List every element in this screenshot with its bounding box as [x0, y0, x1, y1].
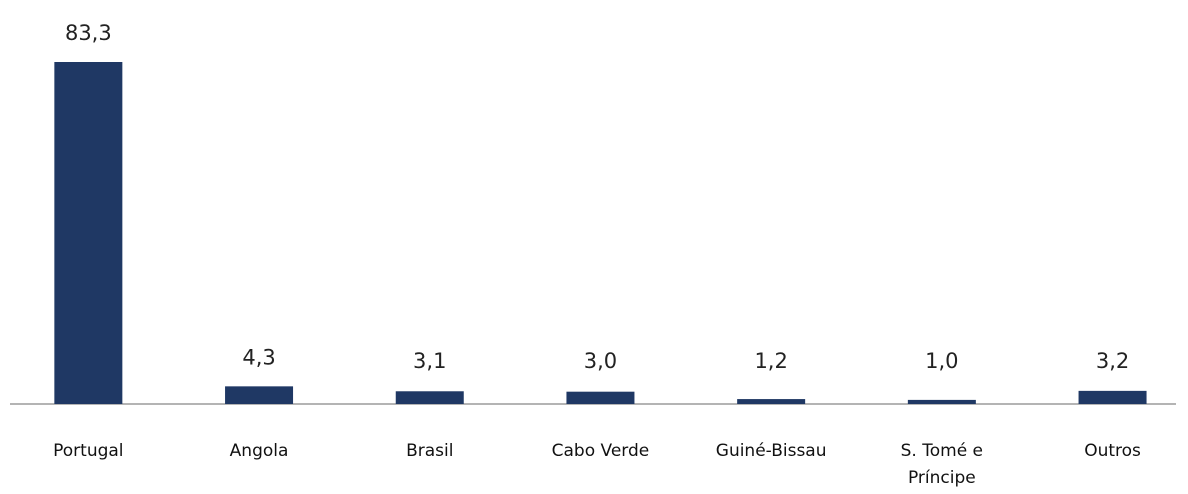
- x-tick-label: Angola: [229, 441, 289, 461]
- value-label: 3,0: [584, 349, 617, 373]
- value-label: 3,2: [1096, 349, 1129, 373]
- bar: [395, 391, 464, 404]
- x-tick-label: Brasil: [406, 441, 454, 461]
- x-tick-label: Portugal: [53, 441, 124, 461]
- value-label: 4,3: [242, 345, 275, 369]
- x-tick-label: Guiné-Bissau: [715, 441, 827, 461]
- bar: [737, 399, 806, 404]
- x-tick-label: Outros: [1084, 441, 1141, 461]
- bar: [566, 391, 635, 404]
- x-tick-label: S. Tomé e Príncipe: [900, 441, 984, 488]
- bar: [54, 62, 123, 404]
- bar: [907, 399, 976, 404]
- bar: [225, 386, 294, 404]
- value-label: 1,2: [754, 349, 787, 373]
- value-label: 3,1: [413, 349, 446, 373]
- bar: [1078, 390, 1147, 404]
- x-tick-label: Cabo Verde: [551, 441, 650, 461]
- value-label: 1,0: [925, 349, 958, 373]
- value-label: 83,3: [65, 21, 112, 45]
